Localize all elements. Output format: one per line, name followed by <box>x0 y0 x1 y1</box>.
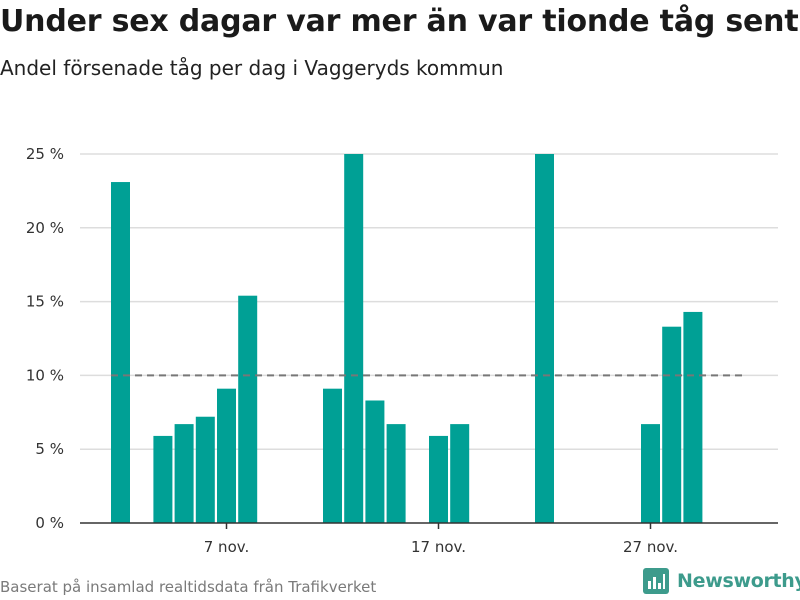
y-tick-label: 20 % <box>26 219 64 237</box>
chart-title: Under sex dagar var mer än var tionde tå… <box>0 4 799 39</box>
bar <box>344 154 364 523</box>
y-tick-label: 15 % <box>26 293 64 311</box>
bar <box>111 182 130 523</box>
bar-chart: 0 % 5 % 10 % 15 % 20 % 25 % 7 nov. 17 nov. 27 no… <box>26 145 778 556</box>
bar <box>535 154 554 523</box>
bar <box>641 424 660 523</box>
x-tick-label: 7 nov. <box>204 538 249 556</box>
axes: 0 % 5 % 10 % 15 % 20 % 25 % 7 nov. 17 nov. 27 no… <box>26 145 778 556</box>
bar <box>365 400 385 523</box>
x-tick-label: 17 nov. <box>411 538 466 556</box>
bar <box>683 311 703 523</box>
bars <box>111 154 703 523</box>
y-tick-label: 10 % <box>26 366 64 384</box>
bar <box>174 424 194 523</box>
y-tick-label: 5 % <box>35 440 64 458</box>
newsworthy-logo-icon <box>643 568 669 594</box>
bar <box>386 424 406 523</box>
bar <box>195 416 215 523</box>
y-tick-label: 0 % <box>35 514 64 532</box>
bar <box>153 435 173 523</box>
x-tick-label: 27 nov. <box>623 538 678 556</box>
bar <box>217 388 236 523</box>
bar <box>238 295 258 523</box>
brand-name: Newsworthy <box>677 570 800 592</box>
newsworthy-logo: Newsworthy <box>643 568 800 594</box>
bar <box>662 326 682 523</box>
bar <box>450 424 470 523</box>
chart-subtitle: Andel försenade tåg per dag i Vaggeryds … <box>0 56 504 80</box>
source-note: Baserat på insamlad realtidsdata från Tr… <box>0 578 377 596</box>
y-tick-label: 25 % <box>26 145 64 163</box>
bar <box>323 388 342 523</box>
bar <box>429 435 448 523</box>
